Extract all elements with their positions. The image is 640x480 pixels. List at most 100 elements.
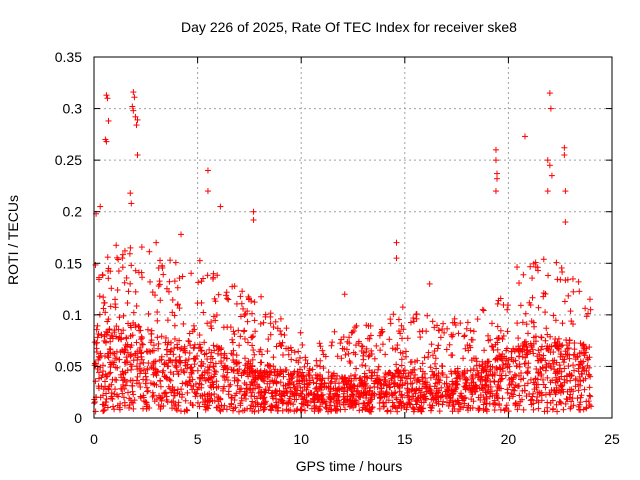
data-point [182, 362, 189, 369]
data-point [279, 400, 286, 407]
data-point [127, 322, 134, 329]
data-point [504, 306, 511, 313]
data-point [130, 107, 137, 114]
data-point [464, 367, 471, 374]
data-point [479, 306, 486, 313]
data-point [429, 368, 436, 375]
data-point [111, 350, 118, 357]
data-point [473, 358, 480, 365]
data-point [169, 359, 176, 366]
data-point [461, 332, 468, 339]
data-point [265, 374, 272, 381]
data-point [240, 328, 247, 335]
data-point [401, 367, 408, 374]
data-point [559, 382, 566, 389]
data-point [317, 363, 324, 370]
data-point [413, 311, 420, 318]
data-point [119, 368, 126, 375]
data-point [265, 387, 272, 394]
x-tick-labels: 0 5 10 15 20 25 [90, 431, 620, 447]
data-point [105, 385, 112, 392]
data-point [513, 400, 520, 407]
data-point [587, 393, 594, 400]
data-point [561, 356, 568, 363]
data-point [571, 340, 578, 347]
data-point [534, 393, 541, 400]
data-point [108, 390, 115, 397]
data-point [494, 300, 501, 307]
data-point [380, 381, 387, 388]
data-point [506, 376, 513, 383]
data-point [98, 383, 105, 390]
data-point [465, 402, 472, 409]
data-point [273, 392, 280, 399]
data-point [250, 382, 257, 389]
data-point [571, 346, 578, 353]
data-point [167, 348, 174, 355]
data-point [137, 383, 144, 390]
data-point [95, 353, 102, 360]
data-point [144, 365, 151, 372]
data-point [240, 305, 247, 312]
data-point [319, 347, 326, 354]
data-point [161, 360, 168, 367]
data-point [470, 365, 477, 372]
data-point [410, 375, 417, 382]
data-point [524, 380, 531, 387]
y-tick-labels: 0 0.05 0.1 0.15 0.2 0.25 0.3 0.35 [55, 49, 82, 426]
data-point [414, 398, 421, 405]
data-point [170, 351, 177, 358]
data-point [117, 385, 124, 392]
data-point [150, 362, 157, 369]
data-point [132, 113, 139, 120]
data-point [402, 379, 409, 386]
data-point [212, 360, 219, 367]
data-point [328, 342, 335, 349]
data-point [352, 324, 359, 331]
data-point [122, 382, 129, 389]
data-point [488, 343, 495, 350]
data-point [394, 345, 401, 352]
data-point [487, 367, 494, 374]
data-point [440, 398, 447, 405]
data-point [467, 327, 474, 334]
data-point [558, 373, 565, 380]
data-point [404, 335, 411, 342]
data-point [264, 361, 271, 368]
data-point [282, 382, 289, 389]
data-point [272, 366, 279, 373]
data-point [107, 268, 114, 275]
data-point [454, 380, 461, 387]
data-point [149, 289, 156, 296]
data-point [457, 375, 464, 382]
data-point [424, 312, 431, 319]
data-point [162, 390, 169, 397]
data-point [103, 92, 110, 99]
data-point [368, 375, 375, 382]
data-point [343, 381, 350, 388]
data-point [430, 372, 437, 379]
data-point [375, 366, 382, 373]
data-point [393, 394, 400, 401]
data-point [176, 275, 183, 282]
data-point [196, 332, 203, 339]
data-point [417, 389, 424, 396]
data-point [572, 375, 579, 382]
data-point [575, 278, 582, 285]
data-point [582, 305, 589, 312]
data-point [105, 275, 112, 282]
data-point [420, 405, 427, 412]
data-point [522, 360, 529, 367]
data-point [475, 370, 482, 377]
data-point [242, 362, 249, 369]
data-point [554, 276, 561, 283]
data-point [493, 390, 500, 397]
data-point [537, 366, 544, 373]
data-points [91, 89, 595, 415]
data-point [390, 381, 397, 388]
data-point [293, 357, 300, 364]
data-point [110, 403, 117, 410]
data-point [524, 368, 531, 375]
data-point [544, 342, 551, 349]
data-point [504, 345, 511, 352]
